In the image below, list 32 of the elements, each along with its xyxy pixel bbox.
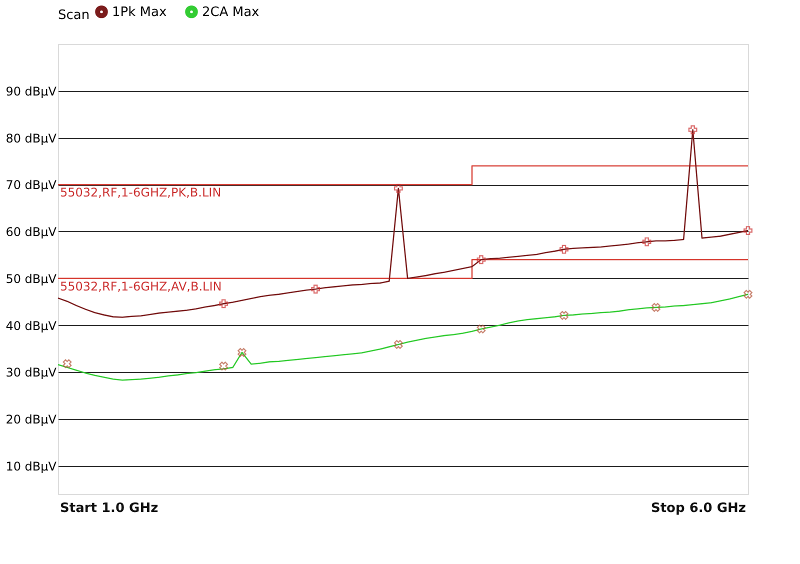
point [744,226,752,236]
point [219,362,228,370]
point [394,184,403,193]
legend-label: 2CA Max [202,4,260,20]
text: Stop 6.0 GHz [650,501,746,516]
point [688,125,698,134]
point [238,348,246,357]
point [744,290,752,299]
y-tick-label: 50 dBµV [6,272,58,286]
point [62,359,72,368]
y-tick-label: 90 dBµV [6,84,58,98]
point [394,340,403,349]
point [219,299,228,308]
annotation: 55032,RF,1-6GHZ,PK,B.LIN [60,186,222,200]
y-tick-label: 40 dBµV [6,318,58,333]
y-tick-label: 10 dBµV [6,459,58,474]
point [311,284,320,294]
legend-label: 1Pk Max [112,4,167,20]
point [560,244,568,254]
point [652,303,660,312]
y-tick-label: 80 dBµV [6,131,58,146]
text: Start 1.0 GHz [60,501,158,516]
y-tick-label: 60 dBµV [6,225,58,239]
legend-title: Scan [58,8,90,23]
y-tick-label: 70 dBµV [6,178,58,192]
point [476,255,486,264]
point [642,237,652,246]
y-tick-label: 30 dBµV [6,366,58,380]
y-tick-label: 20 dBµV [6,412,58,426]
point [476,324,486,334]
annotation: 55032,RF,1-6GHZ,AV,B.LIN [60,279,222,294]
point [560,310,568,320]
